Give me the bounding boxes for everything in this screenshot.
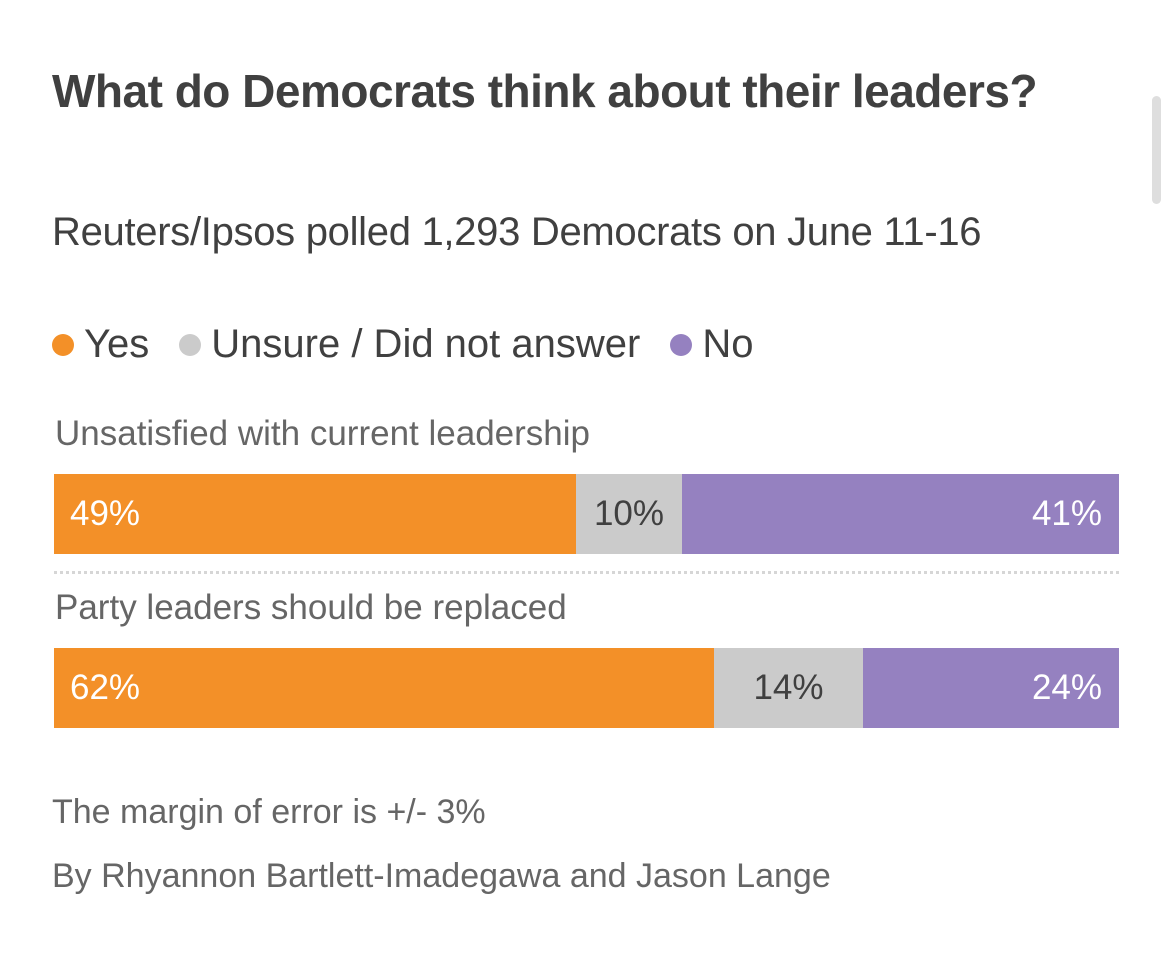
legend-dot-unsure-icon: [179, 333, 202, 356]
data-label-unsure: 10%: [593, 494, 665, 533]
bar-segment-unsure: 14%: [714, 648, 863, 728]
legend-item-no: No: [670, 322, 754, 367]
margin-of-error-note: The margin of error is +/- 3%: [52, 793, 486, 831]
bar-segment-yes: 49%: [54, 474, 576, 554]
bar-segment-yes: 62%: [54, 648, 714, 728]
bar-unsatisfied: 49% 10% 41%: [54, 474, 1119, 554]
byline: By Rhyannon Bartlett-Imadegawa and Jason…: [52, 857, 831, 895]
legend-item-yes: Yes: [52, 322, 149, 367]
data-label-no: 41%: [1031, 494, 1102, 533]
legend-dot-no-icon: [670, 333, 693, 356]
bar-segment-no: 41%: [682, 474, 1119, 554]
legend: Yes Unsure / Did not answer No: [52, 322, 784, 367]
bar-segment-unsure: 10%: [576, 474, 682, 554]
chart-title: What do Democrats think about their lead…: [52, 65, 1038, 117]
data-label-yes: 62%: [70, 668, 141, 707]
data-label-yes: 49%: [70, 494, 141, 533]
data-label-unsure: 14%: [753, 668, 824, 707]
data-label-no: 24%: [1031, 668, 1102, 707]
row-label-unsatisfied: Unsatisfied with current leadership: [55, 414, 590, 453]
row-separator: [54, 571, 1119, 574]
legend-label-no: No: [702, 322, 754, 366]
bar-segment-no: 24%: [863, 648, 1119, 728]
legend-label-unsure: Unsure / Did not answer: [211, 322, 641, 366]
bar-replaced: 62% 14% 24%: [54, 648, 1119, 728]
legend-label-yes: Yes: [84, 322, 150, 366]
chart-subtitle: Reuters/Ipsos polled 1,293 Democrats on …: [52, 210, 982, 254]
legend-item-unsure: Unsure / Did not answer: [179, 322, 640, 367]
scrollbar-thumb[interactable]: [1152, 96, 1161, 204]
row-label-replaced: Party leaders should be replaced: [55, 588, 567, 627]
legend-dot-yes-icon: [52, 333, 74, 356]
